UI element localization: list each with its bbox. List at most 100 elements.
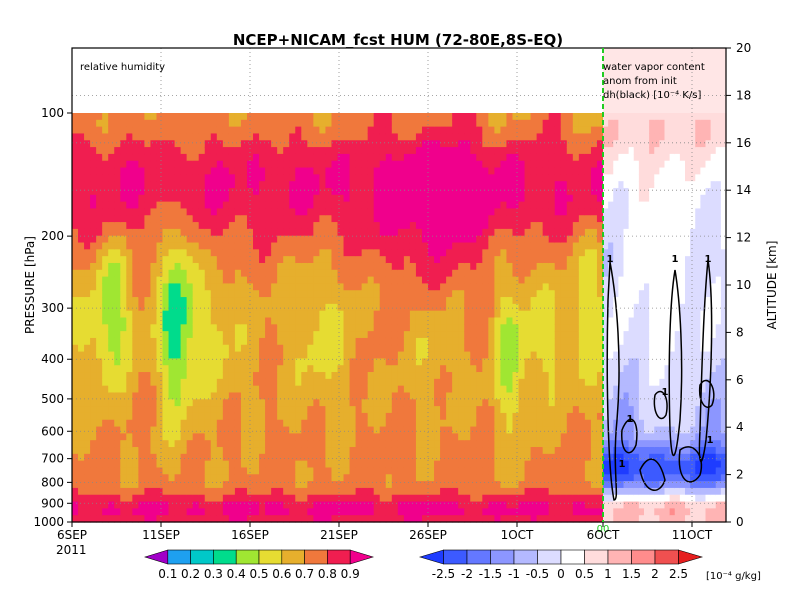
heatmap-cell	[446, 447, 453, 455]
heatmap-cell	[494, 153, 502, 162]
heatmap-cell	[174, 426, 182, 434]
heatmap-cell	[428, 133, 435, 141]
heatmap-cell	[373, 337, 381, 346]
heatmap-cell	[72, 276, 79, 285]
heatmap-cell	[554, 487, 562, 496]
heatmap-cell	[367, 494, 375, 503]
heatmap-cell	[210, 358, 218, 366]
heatmap-cell	[84, 378, 91, 387]
heatmap-cell	[373, 487, 381, 496]
heatmap-cell	[440, 187, 447, 196]
heatmap-cell	[114, 160, 121, 169]
heatmap-cell	[102, 447, 109, 455]
heatmap-cell	[259, 392, 266, 400]
heatmap-cell	[96, 126, 103, 135]
heatmap-cell	[277, 399, 284, 407]
heatmap-cell	[409, 222, 417, 230]
heatmap-cell	[162, 494, 170, 503]
heatmap-cell	[228, 331, 236, 339]
heatmap-cell	[138, 140, 146, 148]
heatmap-cell	[560, 215, 568, 223]
heatmap-cell	[355, 460, 363, 469]
heatmap-cell	[536, 181, 544, 189]
heatmap-cell	[446, 201, 453, 210]
heatmap-cell	[482, 310, 489, 319]
heatmap-cell	[228, 262, 236, 271]
heatmap-cell	[84, 317, 91, 325]
heatmap-cell	[500, 365, 508, 373]
heatmap-cell	[186, 453, 194, 462]
heatmap-cell	[295, 494, 302, 503]
heatmap-cell	[216, 160, 224, 169]
heatmap-cell	[301, 331, 308, 339]
heatmap-cell	[367, 242, 375, 250]
heatmap-cell	[162, 453, 170, 462]
heatmap-cell	[138, 201, 146, 210]
heatmap-cell	[186, 276, 194, 285]
heatmap-cell	[168, 501, 176, 509]
heatmap-cell	[391, 406, 399, 414]
heatmap-cell	[186, 331, 194, 339]
heatmap-cell	[198, 262, 206, 271]
heatmap-cell	[379, 147, 387, 155]
heatmap-cell	[96, 303, 103, 312]
heatmap-cell	[530, 269, 538, 278]
heatmap-cell	[259, 201, 266, 210]
heatmap-cell	[114, 392, 121, 400]
heatmap-cell	[126, 481, 133, 489]
heatmap-cell	[108, 406, 115, 414]
heatmap-cell	[192, 508, 200, 516]
heatmap-cell	[385, 426, 393, 434]
heatmap-cell	[186, 385, 194, 394]
heatmap-cell	[180, 187, 188, 196]
heatmap-cell	[476, 140, 483, 148]
heatmap-cell	[421, 276, 429, 285]
heatmap-cell	[518, 501, 526, 509]
heatmap-cell	[180, 426, 188, 434]
heatmap-cell	[355, 133, 363, 141]
heatmap-cell	[421, 297, 429, 305]
heatmap-cell	[409, 365, 417, 373]
heatmap-cell	[536, 167, 544, 175]
heatmap-cell	[452, 310, 459, 319]
heatmap-cell	[440, 331, 447, 339]
heatmap-cell	[313, 392, 320, 400]
heatmap-cell	[530, 399, 538, 407]
heatmap-cell	[283, 160, 290, 169]
heatmap-cell	[452, 181, 459, 189]
heatmap-cell	[566, 399, 574, 407]
heatmap-cell	[144, 249, 152, 257]
heatmap-cell	[530, 426, 538, 434]
heatmap-cell	[403, 508, 411, 516]
heatmap-cell	[566, 337, 574, 346]
heatmap-cell	[307, 201, 314, 210]
heatmap-cell	[162, 290, 170, 298]
heatmap-cell	[397, 181, 405, 189]
heatmap-cell	[500, 385, 508, 394]
heatmap-cell	[343, 406, 351, 414]
heatmap-cell	[168, 310, 176, 319]
heatmap-cell	[234, 474, 242, 482]
heatmap-cell	[186, 351, 194, 359]
heatmap-cell	[259, 426, 266, 434]
heatmap-cell	[337, 215, 345, 223]
heatmap-cell	[452, 447, 459, 455]
heatmap-cell	[458, 119, 465, 128]
heatmap-cell	[265, 399, 272, 407]
heatmap-cell	[355, 433, 363, 441]
heatmap-cell	[458, 351, 465, 359]
heatmap-cell	[440, 194, 447, 203]
heatmap-cell	[210, 460, 218, 469]
heatmap-cell	[246, 249, 254, 257]
heatmap-cell	[452, 453, 459, 462]
heatmap-cell	[168, 447, 176, 455]
heatmap-cell	[566, 310, 574, 319]
heatmap-cell	[355, 160, 363, 169]
heatmap-cell	[222, 494, 230, 503]
heatmap-cell	[240, 126, 248, 135]
heatmap-cell	[512, 426, 520, 434]
heatmap-cell	[542, 385, 550, 394]
heatmap-cell	[198, 501, 206, 509]
heatmap-cell	[138, 147, 146, 155]
heatmap-cell	[108, 126, 115, 135]
